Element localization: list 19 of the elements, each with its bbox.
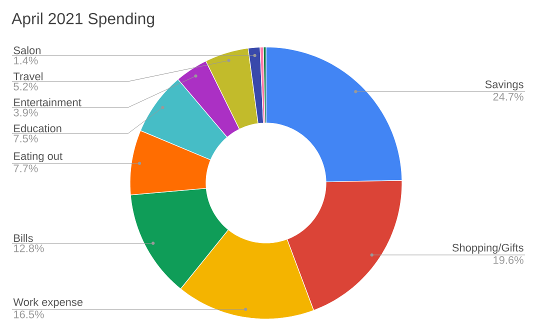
data-label: 1.4% bbox=[14, 56, 38, 64]
data-label: 12.8% bbox=[14, 244, 44, 252]
slice-label: Entertainment bbox=[14, 98, 82, 106]
data-label: 24.7% bbox=[493, 92, 524, 101]
slice-label: Salon bbox=[14, 46, 41, 54]
slice-label: Bills bbox=[14, 234, 33, 242]
data-label: 3.9% bbox=[14, 108, 38, 116]
data-label: 16.5% bbox=[14, 310, 44, 318]
slice-label: Savings bbox=[485, 80, 524, 90]
slice-label: Eating out bbox=[14, 152, 62, 162]
data-label: 19.6% bbox=[494, 256, 524, 264]
slice-label: Education bbox=[14, 124, 62, 132]
data-label: 5.2% bbox=[14, 82, 38, 90]
slice-label: Work expense bbox=[13, 298, 83, 308]
slice-label: Shopping/Gifts bbox=[452, 244, 524, 254]
data-label: 7.7% bbox=[14, 164, 38, 172]
data-label: 7.5% bbox=[14, 134, 38, 142]
chart-title: April 2021 Spending bbox=[12, 12, 154, 28]
slice-label: Travel bbox=[13, 72, 43, 80]
